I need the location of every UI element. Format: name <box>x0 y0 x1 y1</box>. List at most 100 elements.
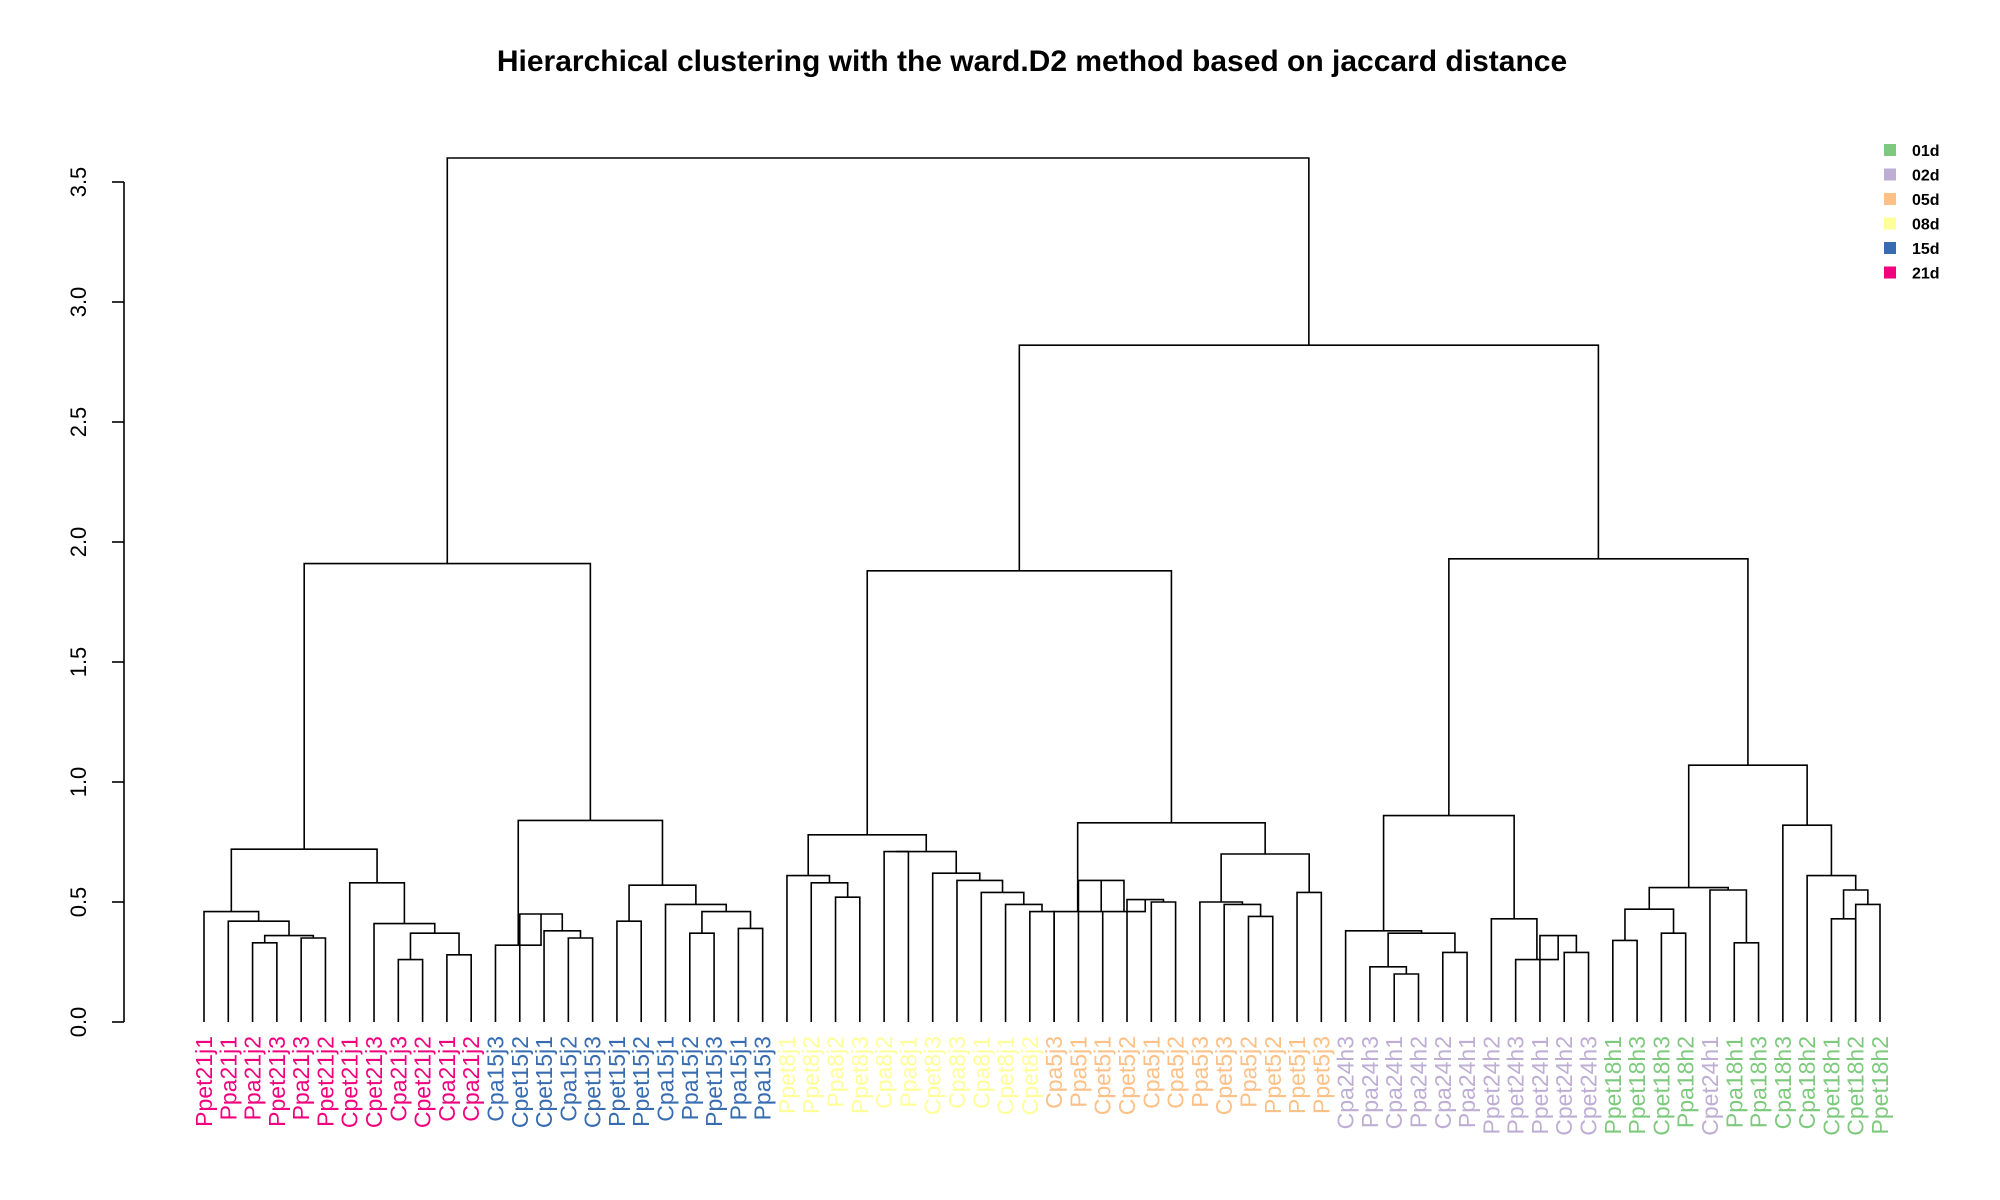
dendrogram-link <box>616 920 643 1022</box>
leaf-label: Cpet8j2 <box>1017 1036 1043 1115</box>
dendrogram-link <box>1126 898 1165 1022</box>
leaf-label: Ppet24h1 <box>1527 1036 1553 1134</box>
leaf-label: Ppa8j2 <box>823 1036 849 1108</box>
y-tick-label: 3.5 <box>66 167 91 198</box>
dendrogram-link <box>203 910 260 1022</box>
dendrogram-link <box>251 942 278 1022</box>
leaf-label: Cpet18h1 <box>1818 1036 1844 1136</box>
leaf-label: Cpet5j1 <box>1090 1036 1116 1115</box>
leaf-label: Ppa24h3 <box>1357 1036 1383 1128</box>
leaf-label: Cpet24h1 <box>1697 1036 1723 1136</box>
leaf-label: Cpet15j2 <box>507 1036 533 1128</box>
y-tick-label: 1.5 <box>66 647 91 678</box>
leaf-label: Cpet21j3 <box>361 1036 387 1128</box>
dendrogram-link <box>1387 932 1456 967</box>
y-tick-label: 0.0 <box>66 1007 91 1038</box>
dendrogram-link <box>1004 903 1043 1022</box>
dendrogram-link <box>956 879 1004 1022</box>
dendrogram-link <box>883 850 910 1022</box>
y-tick-label: 2.0 <box>66 527 91 558</box>
leaf-label: Ppa5j3 <box>1187 1036 1213 1108</box>
dendrogram-link <box>1733 942 1760 1022</box>
dendrogram-link <box>409 932 460 960</box>
y-axis: 0.0 0.5 1.0 1.5 2.0 2.5 3.0 3.5 <box>66 167 125 1038</box>
leaf-label: Cpa5j1 <box>1138 1036 1164 1109</box>
dendrogram-link <box>786 874 831 1022</box>
leaf-label: Cpet15j3 <box>580 1036 606 1128</box>
leaf-label: Cpa15j2 <box>555 1036 581 1122</box>
leaf-label: Cpa5j2 <box>1163 1036 1189 1109</box>
leaf-label: Cpa8j3 <box>944 1036 970 1109</box>
leaf-label: Ppa15j3 <box>750 1036 776 1120</box>
leaf-label: Ppa24h1 <box>1454 1036 1480 1128</box>
dendrogram-link <box>543 930 582 1022</box>
dendrogram-link <box>688 932 715 1022</box>
dendrogram-link <box>1076 822 1266 912</box>
dendrogram-link <box>1612 939 1638 1022</box>
legend-label: 01d <box>1912 143 1940 160</box>
leaf-label: Cpet18h2 <box>1843 1036 1869 1136</box>
leaf-label: Cpa8j1 <box>968 1036 994 1109</box>
leaf-label: Ppa5j2 <box>1235 1036 1261 1108</box>
leaf-label: Ppa18h2 <box>1673 1036 1699 1128</box>
chart-title: Hierarchical clustering with the ward.D2… <box>497 45 1567 78</box>
leaf-label: Cpet5j2 <box>1114 1036 1140 1115</box>
legend-swatch <box>1884 144 1896 156</box>
leaf-label: Ppet15j2 <box>628 1036 654 1127</box>
y-tick-label: 0.5 <box>66 887 91 918</box>
dendrogram-link <box>1441 951 1468 1022</box>
dendrogram-link <box>1660 932 1687 1022</box>
leaf-label: Ppet21j2 <box>312 1036 338 1127</box>
dendrogram-link <box>1563 951 1590 1022</box>
leaf-label: Cpa5j3 <box>1041 1036 1067 1109</box>
leaf-label: Ppet21j3 <box>264 1036 290 1127</box>
dendrogram-link <box>1029 910 1055 1022</box>
dendrogram-link <box>263 934 315 943</box>
leaf-label: Cpa18h3 <box>1770 1036 1796 1129</box>
dendrogram-link <box>980 891 1025 1022</box>
leaf-label: Ppa21j3 <box>288 1036 314 1120</box>
dendrogram-link <box>1247 915 1274 1022</box>
legend-swatch <box>1884 193 1896 205</box>
leaf-label: Cpa15j1 <box>653 1036 679 1122</box>
y-tick-label: 3.0 <box>66 287 91 318</box>
dendrogram-link <box>1490 918 1538 1022</box>
legend-swatch <box>1884 266 1896 279</box>
legend-swatch <box>1884 217 1896 230</box>
dendrogram-link <box>1624 908 1675 941</box>
dendrogram-link <box>567 937 594 1022</box>
dendrogram-link <box>896 850 958 874</box>
dendrogram-links <box>203 157 1881 1022</box>
dendrogram-link <box>1296 891 1323 1022</box>
legend-label: 05d <box>1912 192 1940 209</box>
leaf-label: Ppa21j2 <box>240 1036 266 1120</box>
leaf-label: Cpet8j1 <box>993 1036 1019 1115</box>
leaf-label: Cpa21j3 <box>385 1036 411 1122</box>
leaf-label: Ppet15j3 <box>701 1036 727 1127</box>
leaf-label: Ppet8j2 <box>798 1036 824 1114</box>
dendrogram-link <box>1199 901 1244 1022</box>
leaf-label: Ppet5j1 <box>1284 1036 1310 1114</box>
dendrogram-link <box>1448 558 1749 816</box>
dendrogram-link <box>1687 764 1808 888</box>
dendrogram-link <box>1709 889 1748 1022</box>
legend-label: 15d <box>1912 241 1940 258</box>
dendrogram-link <box>300 937 327 1022</box>
leaf-label: Ppet8j3 <box>847 1036 873 1114</box>
leaf-label: Cpa21j2 <box>458 1036 484 1122</box>
leaf-label: Cpet24h3 <box>1576 1036 1602 1136</box>
leaf-label: Ppet18h2 <box>1867 1036 1893 1134</box>
leaf-label: Cpa15j3 <box>482 1036 508 1122</box>
leaf-label: Cpa24h1 <box>1381 1036 1407 1129</box>
leaf-label: Cpa18h2 <box>1794 1036 1820 1129</box>
dendrogram-link <box>446 954 472 1022</box>
legend-swatch <box>1884 168 1896 181</box>
leaf-label: Ppet5j3 <box>1308 1036 1334 1114</box>
leaf-label: Ppet18h1 <box>1600 1036 1626 1134</box>
leaf-label: Cpet21j2 <box>410 1036 436 1128</box>
leaf-label: Ppet5j2 <box>1260 1036 1286 1114</box>
dendrogram-link <box>1369 966 1408 1022</box>
dendrogram-link <box>1101 899 1147 1022</box>
dendrogram-link <box>1018 344 1600 571</box>
